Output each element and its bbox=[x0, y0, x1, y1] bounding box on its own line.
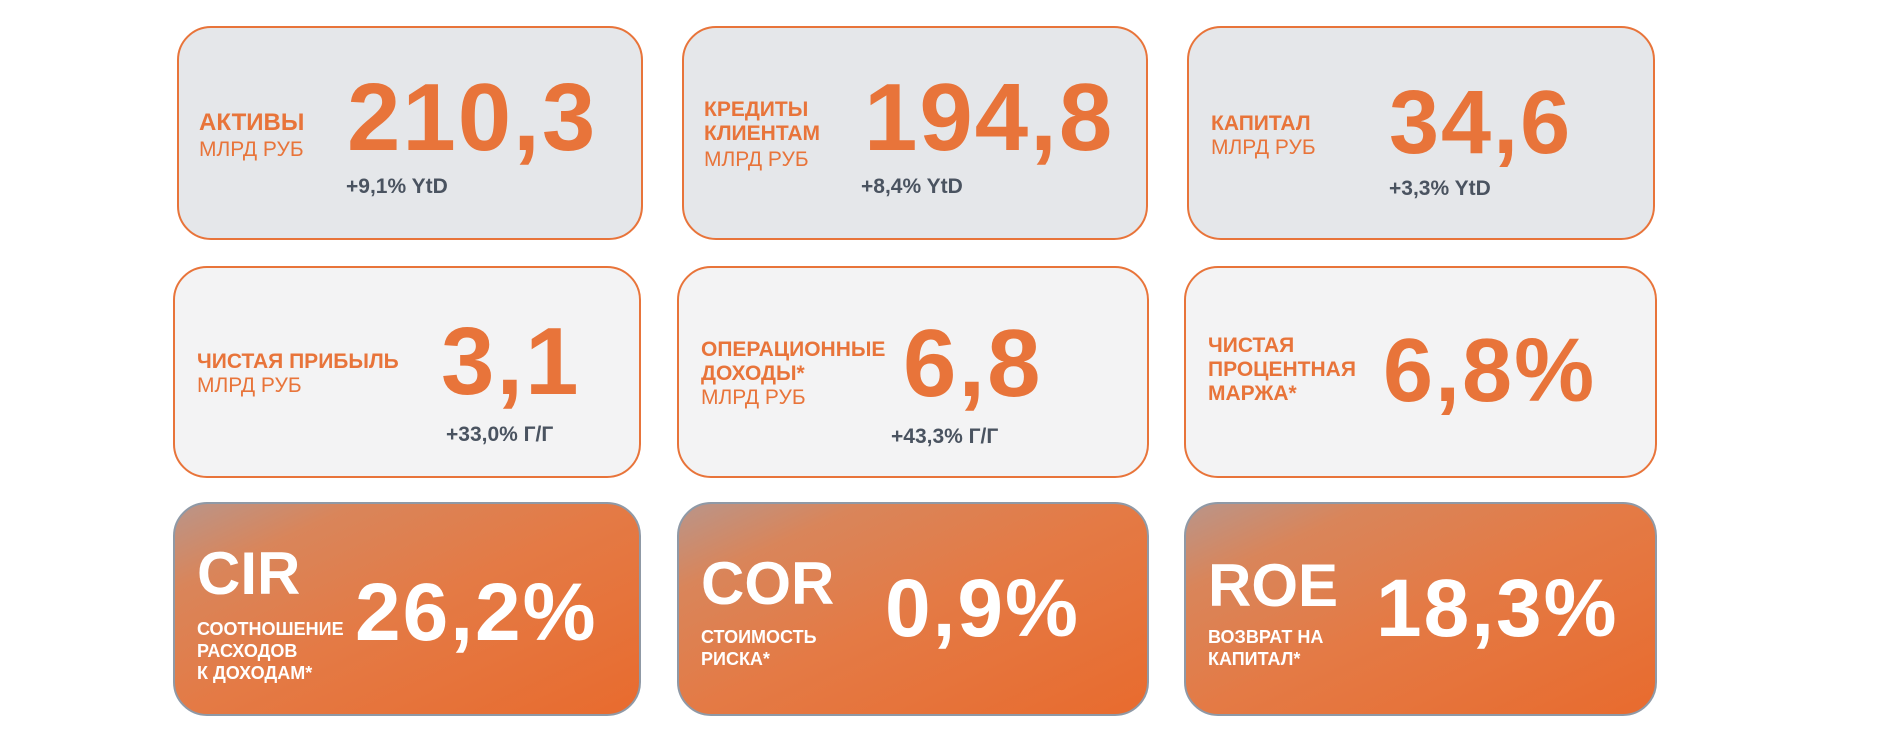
metric-card-capital: КАПИТАЛ МЛРД РУБ 34,6 +3,3% YtD bbox=[1187, 26, 1655, 240]
metric-unit: МЛРД РУБ bbox=[1211, 136, 1316, 159]
metric-desc-line3: К ДОХОДАМ* bbox=[197, 663, 313, 683]
metric-value: 26,2% bbox=[355, 567, 598, 658]
metric-change: +3,3% YtD bbox=[1389, 177, 1491, 200]
metric-label-line1: ЧИСТАЯ bbox=[1208, 334, 1295, 357]
metric-label: КАПИТАЛ bbox=[1211, 112, 1311, 135]
metric-label-line2: КЛИЕНТАМ bbox=[704, 122, 820, 145]
metric-desc-line1: ВОЗВРАТ НА bbox=[1208, 627, 1324, 647]
metric-card-cor: COR СТОИМОСТЬ РИСКА* 0,9% bbox=[677, 502, 1149, 716]
metric-card-operating-income: ОПЕРАЦИОННЫЕ ДОХОДЫ* МЛРД РУБ 6,8 +43,3%… bbox=[677, 266, 1149, 478]
metric-card-cir: CIR СООТНОШЕНИЕ РАСХОДОВ К ДОХОДАМ* 26,2… bbox=[173, 502, 641, 716]
metric-change: +43,3% Г/Г bbox=[891, 425, 999, 448]
metric-unit: МЛРД РУБ bbox=[199, 138, 304, 161]
metric-desc-line2: КАПИТАЛ* bbox=[1208, 649, 1301, 669]
metric-value: 6,8 bbox=[903, 310, 1043, 417]
metric-desc-line1: СТОИМОСТЬ bbox=[701, 627, 817, 647]
metric-label-line1: КРЕДИТЫ bbox=[704, 98, 809, 121]
metric-value: 0,9% bbox=[885, 563, 1080, 654]
metric-card-roe: ROE ВОЗВРАТ НА КАПИТАЛ* 18,3% bbox=[1184, 502, 1657, 716]
metric-card-net-interest-margin: ЧИСТАЯ ПРОЦЕНТНАЯ МАРЖА* 6,8% bbox=[1184, 266, 1657, 478]
metric-unit: МЛРД РУБ bbox=[701, 386, 806, 409]
metric-value: 18,3% bbox=[1376, 563, 1619, 654]
metric-label-line2: ПРОЦЕНТНАЯ bbox=[1208, 358, 1356, 381]
metric-unit: МЛРД РУБ bbox=[197, 374, 302, 397]
metric-value: 210,3 bbox=[347, 64, 598, 171]
metric-card-net-profit: ЧИСТАЯ ПРИБЫЛЬ МЛРД РУБ 3,1 +33,0% Г/Г bbox=[173, 266, 641, 478]
metric-change: +9,1% YtD bbox=[346, 175, 448, 198]
metric-unit: МЛРД РУБ bbox=[704, 148, 809, 171]
metric-value: 194,8 bbox=[864, 64, 1115, 171]
metric-abbr: COR bbox=[701, 550, 835, 617]
metric-label-line3: МАРЖА* bbox=[1208, 382, 1297, 405]
metric-label-line2: ДОХОДЫ* bbox=[701, 362, 805, 385]
metric-desc-line1: СООТНОШЕНИЕ bbox=[197, 619, 344, 639]
metric-abbr: ROE bbox=[1208, 552, 1339, 619]
metric-desc-line2: РИСКА* bbox=[701, 649, 770, 669]
metric-change: +8,4% YtD bbox=[861, 175, 963, 198]
metric-card-client-loans: КРЕДИТЫ КЛИЕНТАМ МЛРД РУБ 194,8 +8,4% Yt… bbox=[682, 26, 1148, 240]
metric-change: +33,0% Г/Г bbox=[446, 423, 554, 446]
metric-label: ЧИСТАЯ ПРИБЫЛЬ bbox=[197, 350, 399, 373]
metric-abbr: CIR bbox=[197, 540, 301, 607]
metric-label-line1: ОПЕРАЦИОННЫЕ bbox=[701, 338, 886, 361]
metric-desc-line2: РАСХОДОВ bbox=[197, 641, 298, 661]
metric-value: 6,8% bbox=[1383, 321, 1597, 421]
metric-card-assets: АКТИВЫ МЛРД РУБ 210,3 +9,1% YtD bbox=[177, 26, 643, 240]
metric-label: АКТИВЫ bbox=[199, 109, 305, 136]
metric-value: 3,1 bbox=[441, 308, 581, 415]
metric-value: 34,6 bbox=[1389, 73, 1573, 173]
